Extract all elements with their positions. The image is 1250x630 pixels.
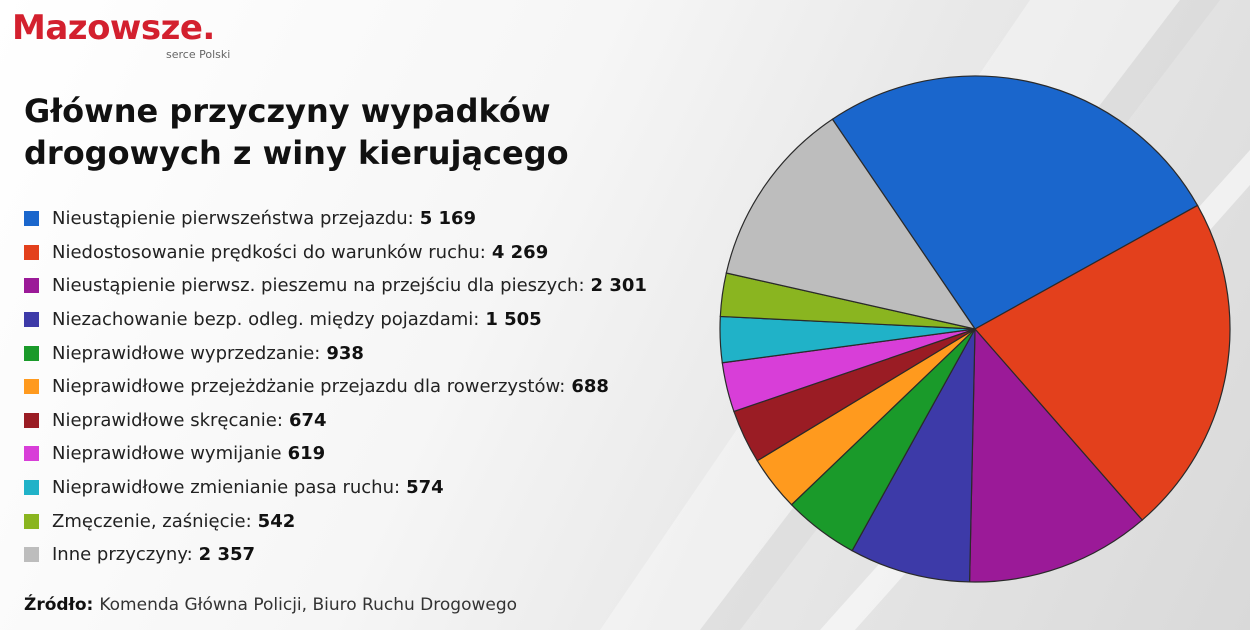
legend-item: Nieprawidłowe skręcanie: 674 bbox=[24, 404, 724, 438]
legend-swatch bbox=[24, 278, 39, 294]
legend-swatch bbox=[24, 244, 39, 260]
legend-value: 2 357 bbox=[198, 544, 256, 566]
logo: Mazowsze. serce Polski bbox=[10, 8, 250, 68]
legend-item: Niedostosowanie prędkości do warunków ru… bbox=[24, 236, 724, 270]
legend-swatch bbox=[24, 211, 39, 227]
pie-slice bbox=[725, 118, 977, 330]
legend-swatch bbox=[24, 412, 39, 428]
source-text: Komenda Główna Policji, Biuro Ruchu Drog… bbox=[99, 595, 518, 615]
legend-swatch bbox=[24, 345, 39, 361]
legend-label: Nieustąpienie pierwszeństwa przejazdu: bbox=[52, 208, 414, 230]
legend-value: 542 bbox=[257, 510, 296, 532]
legend-value: 574 bbox=[406, 477, 444, 499]
legend-label: Nieprawidłowe skręcanie: bbox=[52, 409, 283, 431]
legend-label: Nieprawidłowe przejeżdżanie przejazdu dl… bbox=[52, 376, 566, 398]
pie-slice bbox=[968, 327, 1144, 583]
legend-label: Nieprawidłowe zmienianie pasa ruchu: bbox=[52, 477, 401, 499]
legend: Nieustąpienie pierwszeństwa przejazdu: 5 … bbox=[24, 202, 724, 572]
logo-tagline: serce Polski bbox=[166, 48, 231, 61]
legend-item: Nieustąpienie pierwszeństwa przejazdu: 5 … bbox=[24, 202, 724, 236]
legend-item: Nieprawidłowe przejeżdżanie przejazdu dl… bbox=[24, 370, 724, 404]
legend-value: 938 bbox=[326, 342, 364, 364]
chart-title: Główne przyczyny wypadków drogowych z wi… bbox=[24, 92, 569, 172]
legend-item: Nieprawidłowe wymijanie 619 bbox=[24, 437, 724, 471]
legend-swatch bbox=[24, 480, 39, 496]
source-label: Źródło: bbox=[24, 595, 94, 615]
logo-wordmark: Mazowsze. bbox=[12, 8, 215, 48]
legend-swatch bbox=[24, 379, 39, 395]
source-note: Źródło: Komenda Główna Policji, Biuro Ruc… bbox=[24, 595, 517, 615]
pie-slice bbox=[851, 328, 976, 583]
legend-swatch bbox=[24, 513, 39, 529]
legend-value: 619 bbox=[287, 443, 326, 465]
legend-label: Zmęczenie, zaśnięcie: bbox=[52, 510, 252, 532]
legend-swatch bbox=[24, 547, 39, 563]
legend-label: Nieustąpienie pierwsz. pieszemu na przej… bbox=[52, 275, 585, 297]
legend-label: Niedostosowanie prędkości do warunków ru… bbox=[52, 241, 486, 263]
legend-value: 4 269 bbox=[491, 241, 549, 263]
legend-item: Inne przyczyny: 2 357 bbox=[24, 538, 724, 572]
legend-item: Nieustąpienie pierwsz. pieszemu na przej… bbox=[24, 269, 724, 303]
legend-value: 688 bbox=[571, 376, 609, 398]
legend-value: 2 301 bbox=[590, 275, 647, 297]
legend-label: Inne przyczyny: bbox=[52, 544, 193, 566]
legend-value: 674 bbox=[288, 409, 327, 431]
legend-value: 5 169 bbox=[419, 208, 477, 230]
legend-swatch bbox=[24, 446, 39, 462]
legend-item: Nieprawidłowe zmienianie pasa ruchu: 574 bbox=[24, 471, 724, 505]
legend-swatch bbox=[24, 312, 39, 328]
legend-item: Zmęczenie, zaśnięcie: 542 bbox=[24, 504, 724, 538]
legend-label: Niezachowanie bezp. odleg. między pojazd… bbox=[52, 309, 480, 331]
legend-item: Niezachowanie bezp. odleg. między pojazd… bbox=[24, 303, 724, 337]
pie-slice bbox=[974, 204, 1231, 521]
legend-label: Nieprawidłowe wyprzedzanie: bbox=[52, 342, 321, 364]
pie-slice bbox=[831, 75, 1199, 330]
legend-value: 1 505 bbox=[485, 309, 542, 331]
legend-label: Nieprawidłowe wymijanie bbox=[52, 443, 282, 465]
legend-item: Nieprawidłowe wyprzedzanie: 938 bbox=[24, 336, 724, 370]
